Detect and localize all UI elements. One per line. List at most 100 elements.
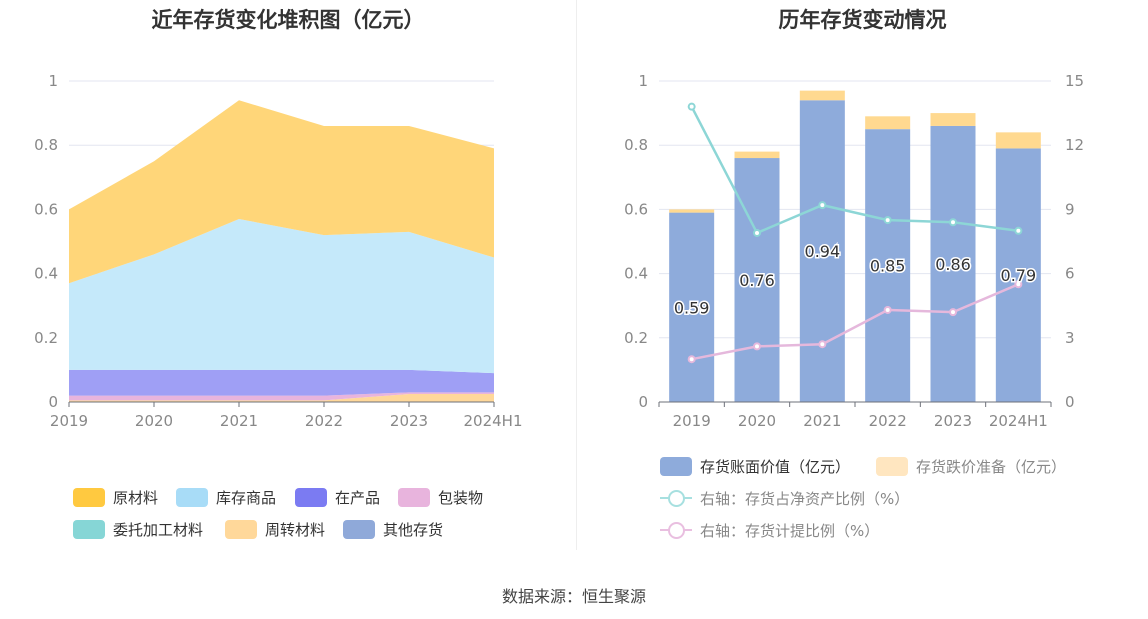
x-tick-label: 2024H1: [989, 412, 1048, 430]
bar-存货跌价准备（亿元）: [930, 113, 976, 126]
right-chart-title: 历年存货变动情况: [778, 8, 947, 32]
legend-item-outsourced-processing[interactable]: 委托加工材料: [73, 519, 203, 540]
x-tick-label: 2021: [803, 412, 841, 430]
legend-item-work-in-progress[interactable]: 在产品: [295, 487, 380, 508]
bar-存货跌价准备（亿元）: [799, 90, 845, 101]
y2-tick-label: 12: [1065, 136, 1084, 154]
y-tick-label: 0: [48, 393, 58, 411]
line-point: [753, 342, 761, 351]
x-tick-label: 2020: [738, 412, 776, 430]
y-tick-label: 1: [48, 72, 58, 90]
line-point: [687, 355, 696, 364]
legend-label: 存货账面价值（亿元）: [700, 458, 851, 476]
legend-label: 右轴：存货计提比例（%）: [700, 522, 880, 540]
bar-存货账面价值（亿元）: [995, 148, 1041, 402]
x-tick-label: 2019: [673, 412, 711, 430]
area-原材料: [69, 100, 494, 284]
line-point: [883, 305, 892, 314]
y-tick-label: 0.2: [624, 329, 648, 347]
line-point: [883, 216, 892, 225]
line-point: [1014, 280, 1023, 289]
bar-line-chart: 0 0.2 0.4 0.6 0.8 1 0 3 6 9 12 15 2019 2020 2021 2022 20…: [624, 72, 1084, 430]
legend-item-inventory-to-net-assets[interactable]: 右轴：存货占净资产比例（%）: [660, 488, 909, 509]
legend-item-other-inventory[interactable]: 其他存货: [343, 519, 443, 540]
legend-label: 存货跌价准备（亿元）: [916, 458, 1067, 476]
legend-label: 其他存货: [383, 521, 444, 539]
bar-value-label: 0.85: [870, 257, 906, 276]
line-右轴：存货占净资产比例（%）: [690, 106, 1019, 235]
line-point: [949, 308, 957, 317]
legend-label: 周转材料: [265, 521, 326, 539]
legend-swatch: [73, 488, 105, 507]
y-tick-label: 0.4: [34, 265, 58, 283]
bar-存货跌价准备（亿元）: [995, 132, 1041, 149]
area-在产品: [69, 369, 494, 396]
y-tick-label: 0.6: [34, 200, 58, 218]
line-右轴：存货计提比例（%）: [691, 283, 1019, 361]
x-tick-label: 2021: [220, 412, 258, 430]
y-tick-label: 0.8: [34, 136, 58, 154]
bar-value-label: 0.94: [805, 242, 841, 261]
y2-tick-label: 9: [1065, 200, 1075, 218]
legend-swatch: [176, 488, 208, 507]
left-chart-title: 近年存货变化堆积图（亿元）: [151, 8, 425, 32]
x-tick-label: 2022: [305, 412, 343, 430]
bar-存货跌价准备（亿元）: [865, 116, 911, 130]
legend-swatch: [225, 520, 257, 539]
bar-value-label: 0.79: [1001, 266, 1037, 285]
legend-label: 库存商品: [216, 489, 277, 507]
bar-存货账面价值（亿元）: [930, 125, 976, 402]
bar-value-label: 0.59: [674, 298, 710, 317]
area-周转材料: [69, 393, 494, 402]
legend-item-revolving-materials[interactable]: 周转材料: [225, 519, 325, 540]
legend-line-swatch: [660, 489, 692, 508]
x-tick-label: 2024H1: [464, 412, 523, 430]
legend-item-finished-goods[interactable]: 库存商品: [176, 487, 276, 508]
stacked-area-chart: 0 0.2 0.4 0.6 0.8 1 2019 2020 2021 2022 2023 2024H1: [34, 72, 523, 430]
y2-tick-label: 0: [1065, 393, 1075, 411]
y2-tick-label: 15: [1065, 72, 1084, 90]
y-tick-label: 0: [638, 393, 648, 411]
legend-label: 包装物: [438, 489, 484, 507]
legend-swatch: [660, 457, 692, 476]
legend-item-packaging[interactable]: 包装物: [398, 487, 483, 508]
legend-swatch: [398, 488, 430, 507]
area-包装物: [69, 392, 494, 401]
x-tick-label: 2023: [934, 412, 972, 430]
bar-value-label: 0.76: [739, 271, 775, 290]
bar-存货账面价值（亿元）: [799, 100, 845, 402]
x-tick-label: 2023: [390, 412, 428, 430]
left-legend: 原材料 库存商品 在产品 包装物 委托加工材料 周转材料: [0, 0, 576, 550]
right-legend: 存货账面价值（亿元） 存货跌价准备（亿元） 右轴：存货占净资产比例（%） 右轴：…: [577, 0, 1148, 550]
data-source-note: 数据来源：恒生聚源: [501, 587, 646, 606]
line-point: [753, 228, 761, 237]
line-point: [949, 218, 957, 227]
x-tick-label: 2022: [869, 412, 907, 430]
x-tick-label: 2019: [50, 412, 88, 430]
panel-divider: [576, 0, 577, 550]
line-point: [1014, 226, 1023, 235]
y-tick-label: 0.2: [34, 329, 58, 347]
y-tick-label: 0.4: [624, 265, 648, 283]
legend-item-raw-materials[interactable]: 原材料: [73, 487, 158, 508]
y-tick-label: 1: [638, 72, 648, 90]
legend-item-provision-ratio[interactable]: 右轴：存货计提比例（%）: [660, 520, 879, 541]
bar-存货跌价准备（亿元）: [734, 151, 780, 159]
legend-item-book-value[interactable]: 存货账面价值（亿元）: [660, 456, 850, 477]
y-tick-label: 0.6: [624, 200, 648, 218]
legend-item-impairment-provision[interactable]: 存货跌价准备（亿元）: [876, 456, 1066, 477]
bar-存货跌价准备（亿元）: [669, 209, 715, 213]
area-库存商品: [69, 219, 494, 374]
legend-line-swatch: [660, 521, 692, 540]
stacked-area-panel: 近年存货变化堆积图（亿元） 0 0.2 0.4 0.6 0.8 1 2019 2020 2021…: [0, 0, 576, 550]
legend-swatch: [876, 457, 908, 476]
y2-tick-label: 6: [1065, 265, 1075, 283]
bar-存货账面价值（亿元）: [669, 212, 715, 402]
legend-swatch: [343, 520, 375, 539]
line-point: [818, 201, 827, 210]
line-point: [687, 102, 696, 111]
legend-label: 委托加工材料: [113, 521, 204, 539]
bar-value-label: 0.86: [935, 255, 971, 274]
y2-tick-label: 3: [1065, 329, 1075, 347]
legend-swatch: [295, 488, 327, 507]
